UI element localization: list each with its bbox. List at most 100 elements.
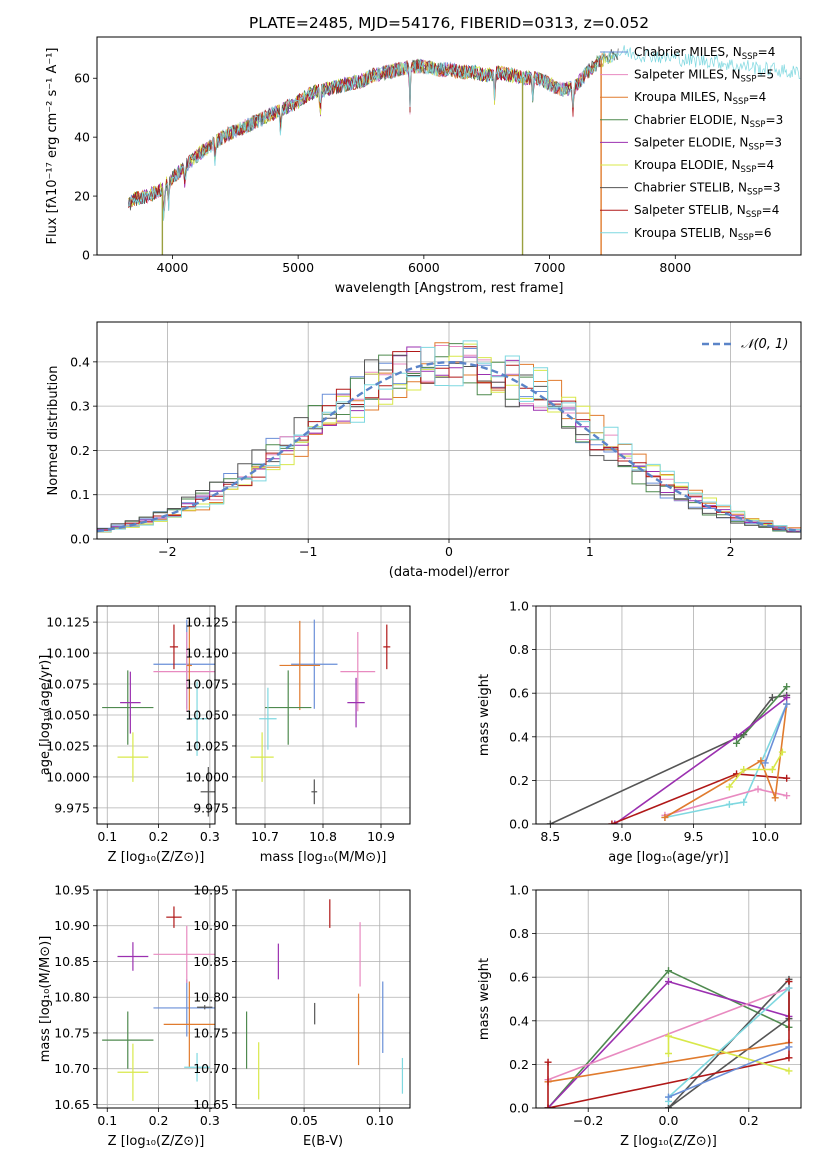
legend-label: Chabrier ELODIE, N [634,113,750,127]
y-tick-label: 10.90 [193,918,229,933]
weight-series-5 [664,788,787,817]
plot-area [544,967,793,1108]
chart-massweight-vs-age: 8.5 9.0 9.5 10.0 0.0 0.2 0.4 0.6 0.8 1.0 age [log₁… [477,599,802,865]
chart-mass-vs-EBV: 0.05 0.10 10.65 10.70 10.75 10.80 10.85 10.90 10… [193,883,411,1149]
weight-series-4 [547,1041,790,1083]
y-tick-label: 10.80 [193,990,229,1005]
weight-marker [783,774,791,782]
weight-series-5 [547,981,790,1108]
weight-marker [546,820,554,824]
weight-marker [665,978,672,986]
weight-marker [761,759,769,767]
weight-marker [785,1067,793,1075]
weight-marker [665,1032,672,1040]
y-tick-label: 9.975 [54,800,90,815]
chart-massweight-vs-Z: −0.2 0.0 0.2 0.0 0.2 0.4 0.6 0.8 1.0 Z [log₁₀(Z/Z… [477,883,802,1149]
weight-marker [740,766,748,773]
x-tick-label: −2 [158,544,176,559]
legend-suffix: =3 [763,181,781,195]
weight-marker [665,967,672,975]
errorbar-point-6 [197,1005,213,1010]
errorbar-point-5 [117,732,149,782]
legend-subscript: SSP [750,120,766,130]
y-tick-label: 10.70 [193,1061,229,1076]
x-tick-label: 0.0 [659,1113,679,1128]
weight-marker [611,820,619,824]
weight-marker [725,800,733,808]
legend-entry-1: Salpeter MILES, NSSP=5 [634,68,774,85]
weight-marker [757,757,765,765]
grid-lines [97,889,215,1108]
legend-subscript: SSP [746,210,762,220]
y-tick-label: 0.2 [509,1057,529,1072]
x-axis-label: Z [log₁₀(Z/Z⊙)] [108,850,205,865]
errorbar-point-2 [279,620,321,711]
legend-entry-2: Kroupa MILES, NSSP=4 [634,90,766,107]
chart-age-vs-Z: 0.1 0.2 0.3 9.975 10.000 10.025 10.050 10.075 10… [38,605,220,865]
weight-marker [544,1058,552,1066]
legend-label: Kroupa STELIB, N [634,226,738,240]
y-tick-label: 10.000 [46,769,90,784]
errorbar-point-3 [265,670,312,745]
x-tick-label: 6000 [408,260,440,275]
axes-frame [535,605,802,825]
weight-series-6 [664,704,788,819]
legend-label: Salpeter ELODIE, N [634,135,748,149]
legend-subscript: SSP [733,97,749,107]
x-tick-label: 1 [586,544,594,559]
weight-marker [785,984,793,992]
weight-marker [661,813,669,821]
y-tick-label: 10.125 [185,615,229,630]
y-tick-label: 10.025 [46,738,90,753]
histogram-legend: 𝒩(0, 1) [702,337,788,352]
weight-marker [608,820,616,824]
y-tick-label: 0.8 [509,642,529,657]
chart-spectrum: 4000 5000 6000 7000 8000 0 20 40 60 wavelength [A… [45,36,802,296]
x-axis-label: wavelength [Angstrom, rest frame] [335,281,564,296]
y-tick-label: 10.95 [54,883,90,898]
legend-subscript: SSP [741,165,757,175]
y-tick-label: 10.100 [185,646,229,661]
x-tick-label: 10.9 [367,829,395,844]
y-tick-label: 10.025 [185,738,229,753]
legend-suffix: =4 [758,45,776,59]
y-axis-label: mass weight [477,958,492,1040]
figure-title: PLATE=2485, MJD=54176, FIBERID=0313, z=0… [249,14,649,32]
y-tick-label: 10.65 [193,1097,229,1112]
y-axis-label: mass weight [477,674,492,756]
legend-subscript: SSP [747,188,763,198]
y-tick-label: 10.95 [193,883,229,898]
legend-entry-8: Kroupa STELIB, NSSP=6 [634,226,772,243]
weight-series-8 [764,703,788,764]
spectrum-series-8 [128,45,801,221]
legend-entry-4: Salpeter ELODIE, NSSP=3 [634,135,782,152]
legend-suffix: =5 [756,68,774,82]
y-tick-label: 10.80 [54,990,90,1005]
y-tick-label: 0.4 [509,729,529,744]
legend-label: Kroupa ELODIE, N [634,158,741,172]
y-tick-label: 10.075 [185,677,229,692]
errorbar-point-6 [200,767,215,817]
y-axis-label: Normed distribution [46,366,61,496]
y-tick-label: 0.6 [509,970,529,985]
legend-entry-3: Chabrier ELODIE, NSSP=3 [634,113,783,130]
x-tick-label: −1 [299,544,317,559]
y-tick-label: 10.90 [54,918,90,933]
legend-suffix: =4 [749,90,767,104]
plot-area [250,619,391,805]
spectrum-series-0 [128,58,600,215]
y-tick-label: 0.2 [70,443,90,458]
errorbar-point-2 [163,981,215,1068]
axes-frame [96,889,216,1109]
plot-area [546,683,791,824]
weight-marker [771,794,779,802]
legend-suffix: =4 [762,203,780,217]
weight-marker [783,694,791,702]
errorbar-point-5 [117,1043,149,1101]
x-tick-label: 0.3 [200,1113,220,1128]
legend-suffix: =4 [756,158,774,172]
x-tick-label: −0.2 [573,1113,603,1128]
weight-marker [785,978,793,986]
